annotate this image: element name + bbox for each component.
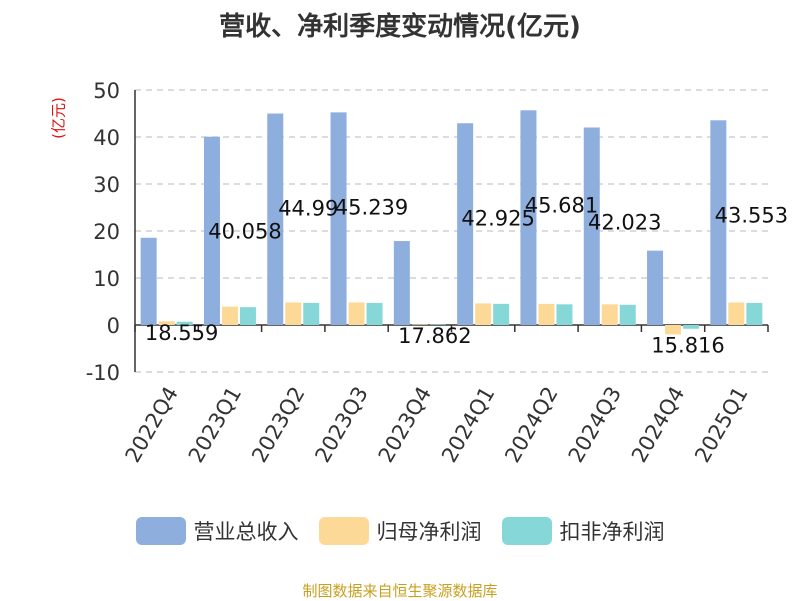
bar-2024Q3-s0: [583, 127, 600, 325]
bar-2023Q4-s0: [393, 241, 410, 325]
y-tick-label: 20: [93, 220, 120, 244]
legend-label-net-profit: 归母净利润: [376, 520, 482, 544]
x-tick-label-2024Q2: 2024Q2: [500, 383, 562, 467]
chart-title: 营收、净利季度变动情况(亿元): [219, 12, 581, 42]
bar-2025Q1-s0: [710, 120, 727, 325]
data-label-2023Q2: 44.99: [278, 197, 338, 221]
legend-item-revenue[interactable]: 营业总收入: [135, 516, 299, 546]
x-tick-label-2025Q1: 2025Q1: [690, 383, 752, 467]
legend-swatch-net-profit: [318, 517, 369, 545]
bar-2025Q1-s2: [746, 302, 763, 325]
bar-2023Q2-s2: [303, 302, 320, 325]
x-tick-label-2024Q1: 2024Q1: [437, 383, 499, 467]
legend-swatch-deducted-profit: [501, 517, 552, 545]
bar-2023Q3-s2: [366, 302, 383, 325]
bar-2023Q1-s2: [239, 307, 256, 325]
legend-item-deducted-profit[interactable]: 扣非净利润: [501, 516, 665, 546]
bar-2024Q1-s2: [493, 303, 510, 325]
legend-swatch-revenue: [135, 517, 186, 545]
x-tick-label-2024Q3: 2024Q3: [564, 383, 626, 467]
data-label-2024Q2: 45.681: [525, 193, 598, 217]
data-label-2023Q1: 40.058: [208, 220, 281, 244]
legend-label-deducted-profit: 扣非净利润: [559, 520, 665, 544]
bar-2024Q3-s2: [619, 304, 636, 325]
data-label-2024Q1: 42.925: [461, 206, 534, 230]
bar-2024Q4-s1: [665, 325, 682, 335]
legend-item-net-profit[interactable]: 归母净利润: [318, 516, 482, 546]
bar-2025Q1-s1: [728, 302, 745, 325]
bar-2023Q1-s0: [203, 136, 220, 325]
data-label-2024Q4: 15.816: [651, 334, 724, 358]
bar-2024Q2-s1: [538, 303, 555, 325]
bar-2023Q2-s0: [267, 113, 284, 325]
data-source-note: 制图数据来自恒生聚源数据库: [302, 582, 498, 600]
legend-label-revenue: 营业总收入: [193, 520, 299, 544]
y-tick-label: 50: [93, 79, 120, 103]
data-label-2024Q3: 42.023: [588, 210, 661, 234]
bar-2024Q4-s0: [647, 250, 664, 325]
x-tick-label-2023Q1: 2023Q1: [184, 383, 246, 467]
y-tick-label: 40: [93, 126, 120, 150]
bar-2022Q4-s1: [158, 321, 175, 325]
bar-2023Q2-s1: [285, 302, 302, 325]
y-tick-label: 0: [107, 314, 120, 338]
bar-2023Q3-s0: [330, 112, 347, 325]
x-tick-label-2024Q4: 2024Q4: [627, 383, 689, 467]
y-tick-label: 10: [93, 267, 120, 291]
bar-2023Q1-s1: [221, 306, 238, 325]
bar-2023Q3-s1: [348, 302, 365, 325]
data-label-2022Q4: 18.559: [145, 321, 218, 345]
y-tick-label: 30: [93, 173, 120, 197]
x-tick-label-2023Q4: 2023Q4: [374, 382, 436, 466]
y-tick-label: -10: [86, 361, 120, 385]
bar-2024Q2-s2: [556, 304, 573, 325]
x-tick-label-2023Q3: 2023Q3: [310, 383, 372, 467]
x-tick-label-2023Q2: 2023Q2: [247, 383, 309, 467]
x-tick-label-2022Q4: 2022Q4: [121, 383, 183, 467]
bar-2024Q1-s0: [457, 123, 474, 325]
bar-2024Q4-s2: [683, 325, 700, 329]
bar-2022Q4-s2: [176, 321, 193, 325]
bar-2024Q3-s1: [601, 304, 618, 325]
data-label-2025Q1: 43.553: [715, 203, 788, 227]
data-label-2023Q4: 17.862: [398, 324, 471, 348]
bar-2024Q2-s0: [520, 110, 537, 325]
bar-2022Q4-s0: [140, 237, 157, 325]
bar-2024Q1-s1: [475, 303, 492, 325]
bar-2023Q4-s2: [429, 324, 446, 326]
bar-2023Q4-s1: [411, 324, 428, 326]
data-label-2023Q3: 45.239: [335, 195, 408, 219]
chart-legend: 营业总收入 归母净利润 扣非净利润: [0, 516, 800, 546]
